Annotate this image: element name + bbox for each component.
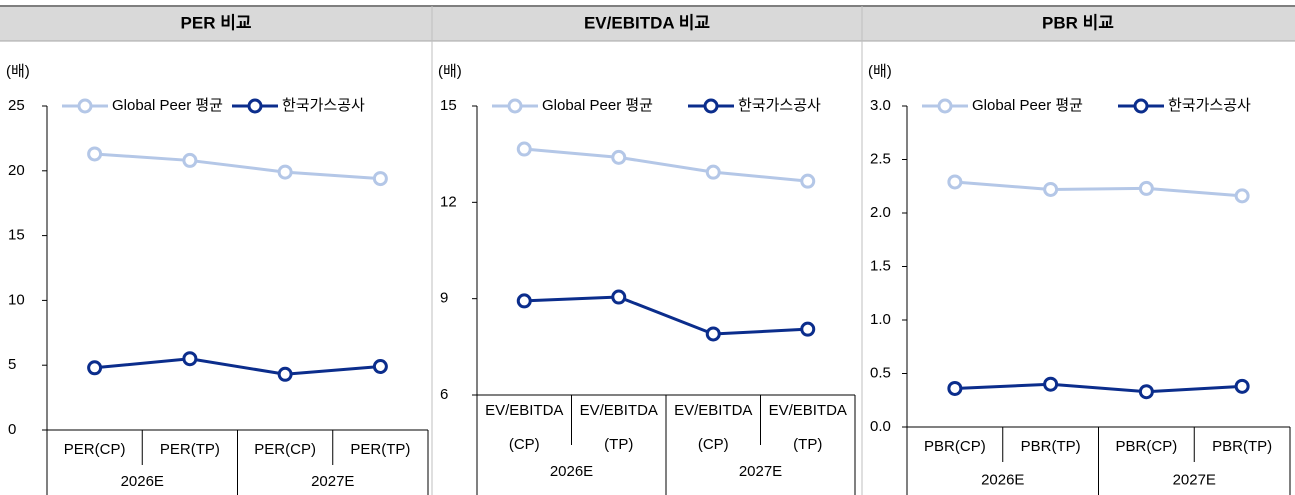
data-point: [182, 351, 198, 367]
x-tick-label: PER(TP): [350, 441, 410, 458]
data-point: [705, 164, 721, 180]
panel-title: EV/EBITDA 비교: [584, 13, 710, 32]
unit-label: (배): [6, 63, 30, 80]
y-tick-label: 9: [440, 290, 448, 307]
legend-label: Global Peer 평균: [972, 97, 1083, 114]
data-point: [372, 358, 388, 374]
data-point: [611, 149, 627, 165]
series-line: [524, 147, 808, 183]
data-point: [182, 152, 198, 168]
series-line: [954, 180, 1243, 198]
legend-label: 한국가스공사: [738, 97, 821, 114]
legend-marker: [507, 98, 523, 114]
x-tick-label: PBR(TP): [1021, 438, 1081, 455]
y-tick-label: 12: [440, 193, 457, 210]
y-tick-label: 5: [8, 356, 16, 373]
unit-label: (배): [438, 63, 462, 80]
data-point: [1234, 188, 1250, 204]
data-point: [611, 289, 627, 305]
series-line: [94, 152, 381, 181]
x-tick-label: (CP): [509, 436, 540, 453]
x-tick-label: EV/EBITDA: [769, 402, 847, 419]
x-tick-label: PER(TP): [160, 441, 220, 458]
x-tick-label: (CP): [698, 436, 729, 453]
legend-marker: [703, 98, 719, 114]
data-point: [947, 174, 963, 190]
data-point: [87, 360, 103, 376]
panel-title: PER 비교: [181, 13, 252, 32]
y-tick-label: 15: [8, 227, 25, 244]
legend-label: Global Peer 평균: [542, 97, 653, 114]
x-tick-label: EV/EBITDA: [485, 402, 563, 419]
legend-label: 한국가스공사: [1168, 97, 1251, 114]
data-point: [947, 380, 963, 396]
data-point: [372, 171, 388, 187]
group-label: 2026E: [981, 471, 1024, 488]
y-tick-label: 10: [8, 291, 25, 308]
group-label: 2026E: [121, 473, 164, 490]
data-point: [277, 366, 293, 382]
legend-marker: [77, 98, 93, 114]
data-point: [1138, 180, 1154, 196]
data-point: [1138, 384, 1154, 400]
y-tick-label: 3.0: [870, 97, 891, 114]
data-point: [800, 173, 816, 189]
y-tick-label: 15: [440, 97, 457, 114]
series-line: [94, 357, 381, 376]
legend-marker: [247, 98, 263, 114]
unit-label: (배): [868, 63, 892, 80]
y-tick-label: 2.5: [870, 150, 891, 167]
y-tick-label: 20: [8, 162, 25, 179]
y-tick-label: 25: [8, 97, 25, 114]
group-label: 2026E: [550, 463, 593, 480]
data-point: [800, 321, 816, 337]
data-point: [87, 146, 103, 162]
data-point: [1234, 378, 1250, 394]
data-point: [705, 326, 721, 342]
y-tick-label: 6: [440, 386, 448, 403]
x-tick-label: PER(CP): [64, 441, 126, 458]
y-tick-label: 0: [8, 421, 16, 438]
legend-label: 한국가스공사: [282, 97, 365, 114]
data-point: [277, 164, 293, 180]
data-point: [516, 293, 532, 309]
x-tick-label: EV/EBITDA: [674, 402, 752, 419]
y-tick-label: 0.5: [870, 364, 891, 381]
header-band: [0, 6, 1295, 41]
x-tick-label: (TP): [604, 436, 633, 453]
legend-marker: [937, 98, 953, 114]
x-tick-label: PBR(CP): [1116, 438, 1178, 455]
legend-marker: [1133, 98, 1149, 114]
group-label: 2027E: [1173, 471, 1216, 488]
group-label: 2027E: [739, 463, 782, 480]
x-tick-label: PBR(TP): [1212, 438, 1272, 455]
group-label: 2027E: [311, 473, 354, 490]
x-tick-label: (TP): [793, 436, 822, 453]
series-line: [954, 382, 1243, 394]
data-point: [1043, 181, 1059, 197]
legend-label: Global Peer 평균: [112, 97, 223, 114]
panel-title: PBR 비교: [1042, 13, 1114, 32]
data-point: [516, 141, 532, 157]
y-tick-label: 2.0: [870, 204, 891, 221]
y-tick-label: 1.0: [870, 311, 891, 328]
x-tick-label: PER(CP): [254, 441, 316, 458]
y-tick-label: 1.5: [870, 257, 891, 274]
x-tick-label: PBR(CP): [924, 438, 986, 455]
y-tick-label: 0.0: [870, 418, 891, 435]
x-tick-label: EV/EBITDA: [580, 402, 658, 419]
series-line: [524, 295, 808, 336]
data-point: [1043, 376, 1059, 392]
